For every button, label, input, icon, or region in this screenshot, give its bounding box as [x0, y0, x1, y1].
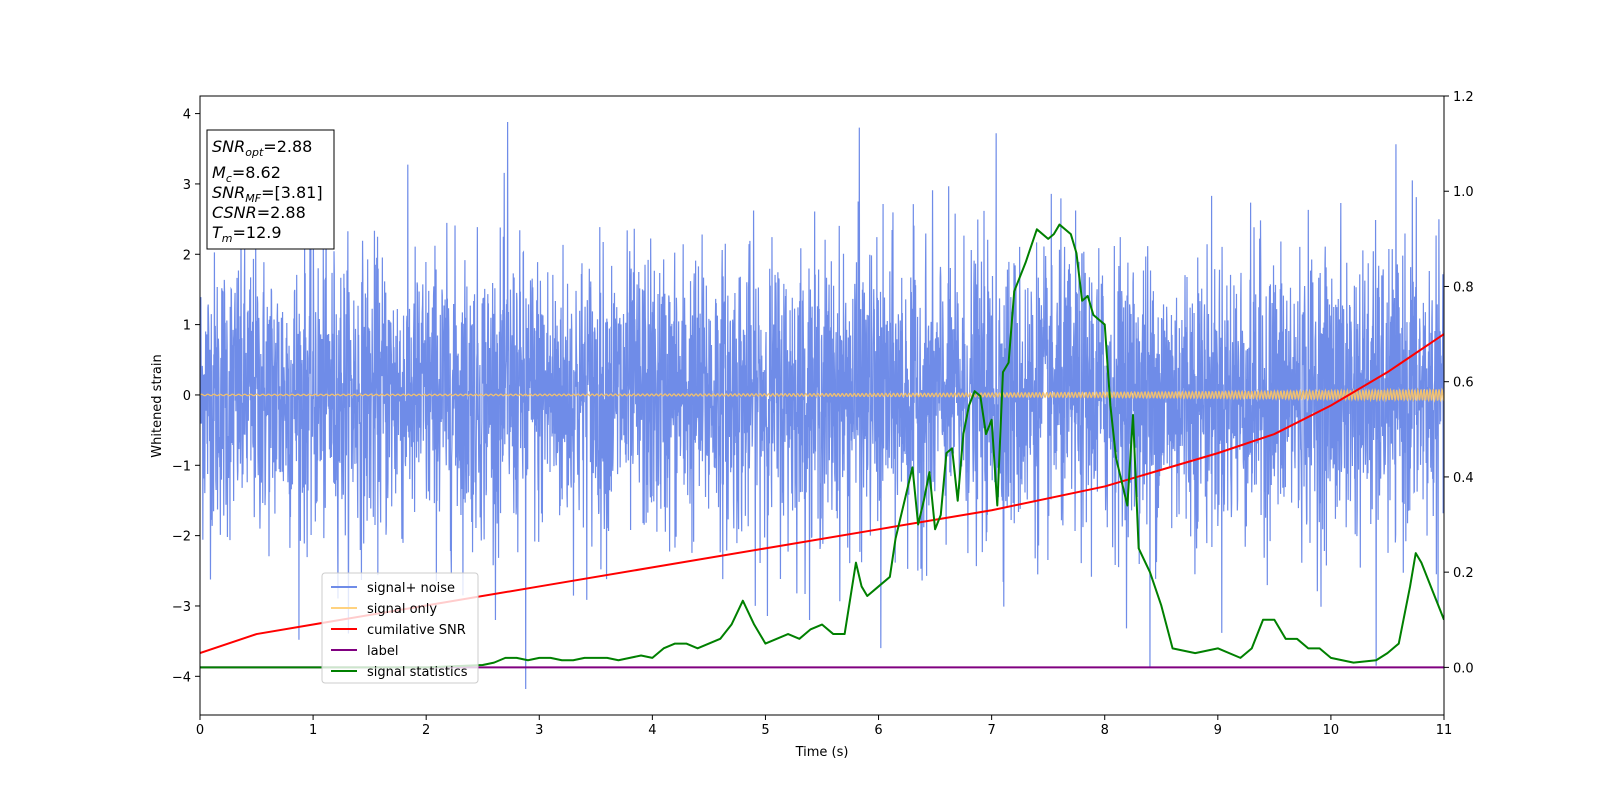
- info-mc: Mc=8.62: [212, 163, 281, 185]
- info-snr-mf: SNRMF=[3.81]: [212, 183, 323, 205]
- y2-tick-label: 1.0: [1453, 185, 1474, 200]
- y-axis: −4 −3 −2 −1 0 1 2 3 4: [172, 108, 200, 685]
- x-axis: 0 1 2 3 4 5 6 7 8 9 10 11: [196, 715, 1452, 738]
- info-tm-base: T: [212, 223, 223, 242]
- y-tick-label: 1: [183, 319, 191, 334]
- x-tick-label: 7: [987, 723, 995, 738]
- y-tick-label: 3: [183, 178, 191, 193]
- info-csnr-value: =2.88: [257, 203, 306, 222]
- y2-tick-label: 0.0: [1453, 661, 1474, 676]
- series-signal-statistics-line: [200, 223, 1444, 669]
- x-tick-label: 9: [1214, 723, 1222, 738]
- x-tick-label: 11: [1436, 723, 1453, 738]
- info-snr-mf-sub: MF: [245, 192, 261, 205]
- y2-tick-label: 0.6: [1453, 376, 1474, 391]
- info-mc-base: M: [212, 163, 226, 182]
- info-mc-sub: c: [226, 172, 232, 185]
- info-snr-mf-value: =[3.81]: [261, 183, 323, 202]
- y2-tick-label: 0.2: [1453, 566, 1474, 581]
- legend-label: label: [367, 644, 398, 659]
- legend-frame: [321, 572, 479, 684]
- plot-frame: [199, 95, 1445, 716]
- y2-axis: 0.0 0.2 0.4 0.6 0.8 1.0 1.2: [1444, 90, 1474, 676]
- info-tm: Tm=12.9: [212, 223, 282, 245]
- legend-label: cumilative SNR: [367, 623, 466, 638]
- y-tick-label: 4: [183, 108, 191, 123]
- info-tm-value: =12.9: [233, 223, 282, 242]
- x-tick-label: 0: [196, 723, 204, 738]
- x-tick-label: 1: [309, 723, 317, 738]
- info-box: SNRopt=2.88 Mc=8.62 SNRMF=[3.81] CSNR=2.…: [206, 129, 335, 250]
- info-snr-opt-value: =2.88: [263, 137, 312, 156]
- y-tick-label: 2: [183, 248, 191, 263]
- legend-label: signal only: [367, 602, 437, 617]
- info-csnr: CSNR=2.88: [212, 203, 306, 222]
- series-signal-only-line: [200, 387, 1444, 403]
- y2-tick-label: 0.4: [1453, 471, 1474, 486]
- series-signal-noise-line: [200, 122, 1444, 689]
- y-tick-label: −3: [172, 600, 191, 615]
- info-csnr-base: CSNR: [212, 203, 257, 222]
- x-tick-label: 6: [874, 723, 882, 738]
- x-tick-label: 4: [648, 723, 656, 738]
- x-tick-label: 2: [422, 723, 430, 738]
- y2-tick-label: 1.2: [1453, 90, 1474, 105]
- info-snr-opt-sub: opt: [245, 146, 264, 159]
- info-tm-sub: m: [222, 232, 233, 245]
- info-snr-opt: SNRopt=2.88: [212, 137, 312, 159]
- x-tick-label: 3: [535, 723, 543, 738]
- y2-tick-label: 0.8: [1453, 280, 1474, 295]
- legend-label: signal statistics: [367, 665, 468, 680]
- y-tick-label: −2: [172, 530, 191, 545]
- info-box-frame: [206, 129, 335, 250]
- y-tick-label: −4: [172, 670, 191, 685]
- y-tick-label: 0: [183, 389, 191, 404]
- legend-label: signal+ noise: [367, 581, 455, 596]
- x-axis-label: Time (s): [795, 745, 849, 760]
- x-tick-label: 8: [1101, 723, 1109, 738]
- y-axis-label: Whitened strain: [150, 354, 165, 457]
- info-mc-value: =8.62: [232, 163, 281, 182]
- info-snr-mf-base: SNR: [212, 183, 245, 202]
- y-tick-label: −1: [172, 459, 191, 474]
- legend-entries: signal+ noise signal only cumilative SNR la…: [331, 581, 468, 680]
- x-tick-label: 5: [761, 723, 769, 738]
- info-snr-opt-base: SNR: [212, 137, 245, 156]
- legend: signal+ noise signal only cumilative SNR la…: [321, 572, 479, 684]
- x-tick-label: 10: [1323, 723, 1340, 738]
